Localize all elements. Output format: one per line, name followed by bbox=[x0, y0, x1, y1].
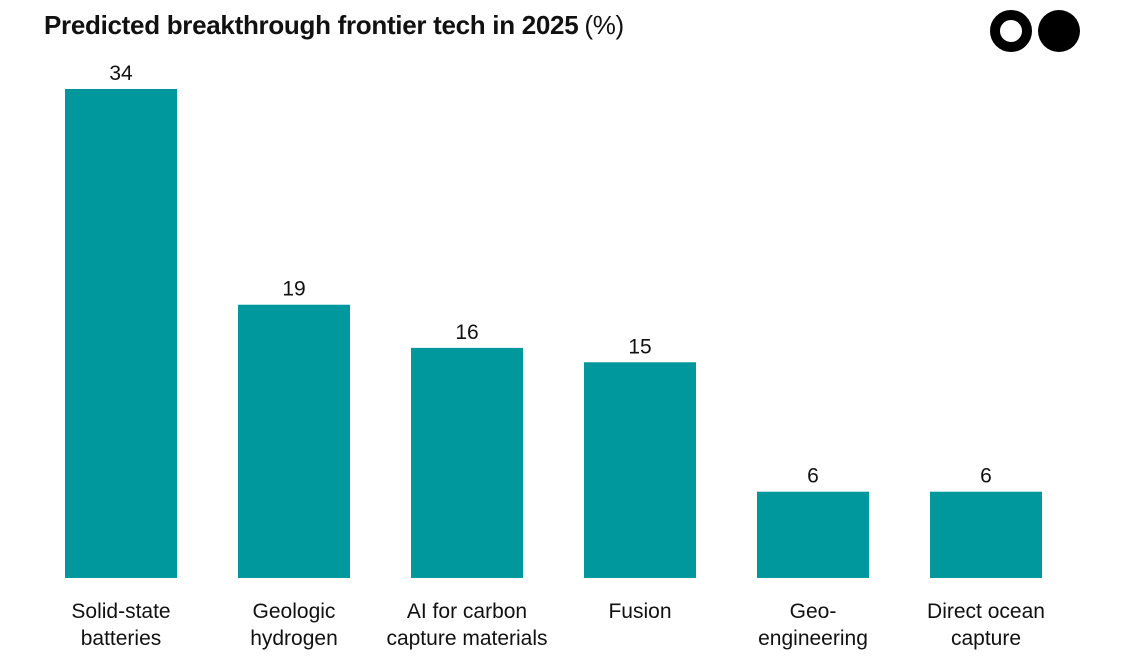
chart-title-unit: (%) bbox=[584, 10, 624, 40]
bar-0 bbox=[65, 89, 177, 578]
category-label-line: AI for carbon bbox=[407, 600, 527, 623]
chart-title: Predicted breakthrough frontier tech in … bbox=[44, 10, 624, 41]
category-label-line: hydrogen bbox=[250, 627, 338, 650]
category-label-line: engineering bbox=[758, 627, 868, 650]
category-label-line: Direct ocean bbox=[927, 600, 1045, 623]
value-label-0: 34 bbox=[109, 62, 133, 85]
category-label-line: Fusion bbox=[608, 600, 671, 623]
category-label-5: Direct ocean capture bbox=[927, 600, 1045, 650]
category-label-3: Fusion bbox=[608, 600, 671, 623]
bar-2 bbox=[411, 347, 523, 578]
category-label-line: Geo- bbox=[790, 600, 837, 623]
chart-title-text: Predicted breakthrough frontier tech in … bbox=[44, 10, 579, 40]
logo-dot-icon bbox=[1038, 10, 1080, 52]
category-label-4: Geo-engineering bbox=[758, 600, 868, 650]
category-label-1: Geologic hydrogen bbox=[250, 600, 338, 650]
category-label-2: AI for carbon capture materials bbox=[386, 600, 547, 650]
category-label-line: capture bbox=[951, 627, 1021, 650]
category-label-line: Solid-state bbox=[71, 600, 170, 623]
category-label-0: Solid-state batteries bbox=[71, 600, 170, 650]
value-label-2: 16 bbox=[455, 321, 478, 344]
bar-5 bbox=[930, 491, 1042, 578]
logo-ring-icon bbox=[990, 10, 1032, 52]
value-label-3: 15 bbox=[628, 335, 651, 358]
bar-1 bbox=[238, 304, 350, 578]
category-label-line: batteries bbox=[81, 627, 162, 650]
value-label-5: 6 bbox=[980, 465, 992, 488]
bar-3 bbox=[584, 362, 696, 578]
value-label-4: 6 bbox=[807, 465, 819, 488]
category-label-line: capture materials bbox=[386, 627, 547, 650]
bar-4 bbox=[757, 491, 869, 578]
value-label-1: 19 bbox=[282, 278, 305, 301]
category-label-line: Geologic bbox=[253, 600, 336, 623]
brand-logo bbox=[990, 10, 1082, 52]
